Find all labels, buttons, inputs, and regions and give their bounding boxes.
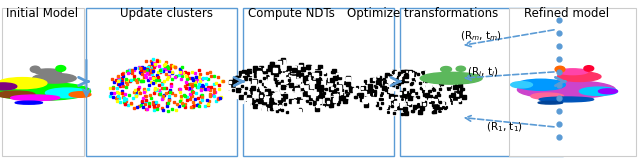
Ellipse shape (15, 101, 42, 104)
Text: Compute NDTs: Compute NDTs (248, 7, 335, 20)
FancyBboxPatch shape (509, 8, 636, 156)
Ellipse shape (56, 66, 66, 71)
Text: Initial Model: Initial Model (6, 7, 77, 20)
Text: Refined model: Refined model (524, 7, 609, 20)
Ellipse shape (33, 73, 76, 83)
Text: Optimize transformations: Optimize transformations (347, 7, 498, 20)
Text: (R$_m$, t$_m$): (R$_m$, t$_m$) (460, 29, 502, 43)
FancyBboxPatch shape (400, 8, 563, 156)
Ellipse shape (35, 69, 61, 74)
Ellipse shape (11, 95, 60, 101)
Ellipse shape (516, 79, 565, 90)
Ellipse shape (0, 78, 47, 89)
FancyBboxPatch shape (86, 8, 237, 156)
Ellipse shape (531, 93, 564, 99)
Ellipse shape (511, 82, 532, 88)
Ellipse shape (0, 83, 17, 90)
Ellipse shape (579, 87, 618, 96)
Ellipse shape (441, 67, 451, 72)
Text: (R$_1$, t$_1$): (R$_1$, t$_1$) (486, 120, 524, 134)
Ellipse shape (558, 69, 588, 75)
Ellipse shape (30, 66, 40, 72)
Ellipse shape (0, 91, 35, 98)
Ellipse shape (517, 81, 616, 99)
FancyBboxPatch shape (243, 8, 394, 156)
Ellipse shape (0, 82, 91, 100)
FancyBboxPatch shape (2, 8, 84, 156)
Ellipse shape (69, 92, 91, 97)
Ellipse shape (45, 88, 89, 98)
Ellipse shape (598, 89, 618, 94)
Ellipse shape (538, 101, 563, 104)
Text: Update clusters: Update clusters (120, 7, 213, 20)
Ellipse shape (584, 66, 594, 71)
Ellipse shape (539, 97, 594, 102)
Ellipse shape (420, 72, 482, 84)
Ellipse shape (555, 66, 565, 72)
Text: (R$_i$, t$_i$): (R$_i$, t$_i$) (467, 65, 499, 79)
Ellipse shape (456, 66, 465, 71)
Ellipse shape (557, 72, 601, 82)
